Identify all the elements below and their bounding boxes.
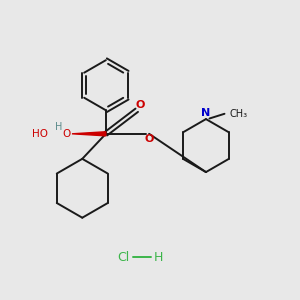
Text: HO: HO [32, 129, 47, 139]
Text: O: O [135, 100, 144, 110]
Polygon shape [72, 132, 106, 136]
Text: O: O [145, 134, 154, 144]
Text: CH₃: CH₃ [230, 109, 247, 119]
Text: N: N [201, 108, 211, 118]
Text: O: O [62, 129, 70, 139]
Text: H: H [154, 251, 163, 264]
Text: H: H [55, 122, 62, 132]
Text: Cl: Cl [117, 251, 130, 264]
